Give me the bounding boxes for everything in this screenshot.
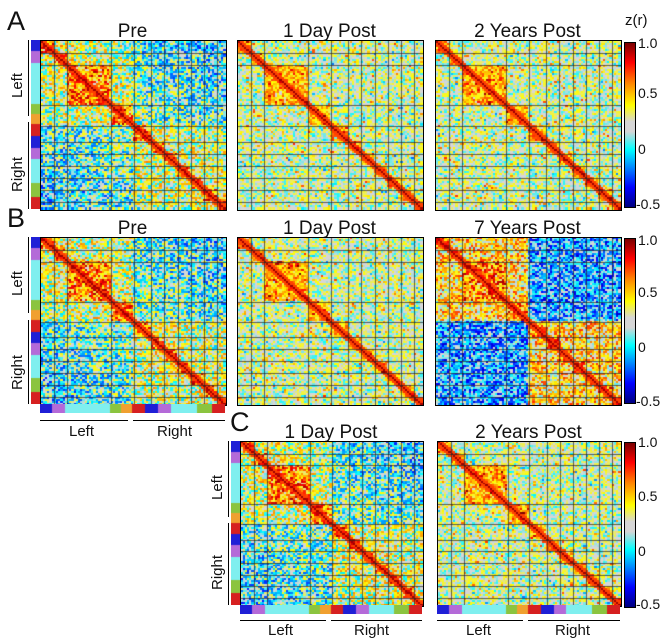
panel-a-row-label-right: Right xyxy=(9,156,26,192)
colorbar-b xyxy=(624,238,636,404)
panel-c-matrix-2-title: 2 Years Post xyxy=(475,422,582,443)
panel-a-matrix-3-title: 2 Years Post xyxy=(474,21,581,42)
colorbar-b-tick-0: 0 xyxy=(638,339,646,355)
panel-a-heatmap-2-years-post xyxy=(435,40,622,211)
panel-a-row-label-left: Left xyxy=(9,72,26,98)
panel-c-2-column-label-left: Left xyxy=(466,622,492,639)
panel-c-row-label-right: Right xyxy=(209,554,226,590)
panel-c-left-bracket xyxy=(228,441,229,517)
panel-c-1-column-label-right: Right xyxy=(354,622,390,639)
panel-a-heatmap-1-day-post xyxy=(237,40,424,211)
panel-c-1-bottom-right-bracket xyxy=(331,620,422,621)
colorbar-b-tick-0-5: 0.5 xyxy=(638,284,658,300)
panel-letter-b: B xyxy=(7,203,26,233)
panel-letter-c: C xyxy=(230,407,250,437)
colorbar-b-tick-1: 1.0 xyxy=(638,232,658,248)
panel-b-network-strip-bottom xyxy=(40,404,225,413)
panel-b-bottom-left-bracket xyxy=(40,420,128,421)
colorbar-a xyxy=(624,42,636,208)
panel-a-right-bracket xyxy=(28,122,29,209)
panel-c-network-strip xyxy=(231,441,240,605)
colorbar-b-tick-neg-0-5: -0.5 xyxy=(636,393,661,409)
colorbar-c-tick-1: 1.0 xyxy=(638,434,658,450)
panel-b-matrix-1-title: Pre xyxy=(117,218,148,239)
panel-a-matrix-1-title: Pre xyxy=(117,21,148,42)
panel-b-heatmap-1-day-post xyxy=(237,237,424,406)
panel-c-2-bottom-left-bracket xyxy=(437,620,523,621)
panel-b-row-label-right: Right xyxy=(9,354,26,390)
panel-b-matrix-3-title: 7 Years Post xyxy=(474,218,581,239)
panel-b-left-bracket xyxy=(28,237,29,313)
panel-b-network-strip xyxy=(31,237,40,404)
panel-b-column-label-right: Right xyxy=(157,423,193,440)
panel-c-heatmap-2-years-post xyxy=(437,441,622,607)
panel-c-network-strip-bottom-1 xyxy=(240,605,422,614)
panel-c-matrix-1-title: 1 Day Post xyxy=(284,422,378,443)
panel-c-1-bottom-left-bracket xyxy=(240,620,326,621)
panel-a-network-strip xyxy=(31,40,40,209)
panel-b-bottom-right-bracket xyxy=(133,420,225,421)
colorbar-a-tick-neg-0-5: -0.5 xyxy=(636,196,661,212)
panel-b-row-label-left: Left xyxy=(9,270,26,296)
panel-b-heatmap-7-years-post xyxy=(435,237,622,406)
panel-c-1-column-label-left: Left xyxy=(268,622,294,639)
colorbar-a-tick-0: 0 xyxy=(638,141,646,157)
colorbar-c xyxy=(624,442,636,608)
panel-c-heatmap-1-day-post xyxy=(240,441,424,607)
panel-c-2-column-label-right: Right xyxy=(555,622,591,639)
panel-a-left-bracket xyxy=(28,40,29,116)
panel-c-2-bottom-right-bracket xyxy=(528,620,620,621)
colorbar-a-tick-1: 1.0 xyxy=(638,35,658,51)
panel-a-heatmap-pre xyxy=(40,40,227,211)
colorbar-a-tick-0-5: 0.5 xyxy=(638,85,658,101)
panel-a-matrix-2-title: 1 Day Post xyxy=(283,21,376,42)
panel-b-column-label-left: Left xyxy=(69,423,95,440)
panel-b-right-bracket xyxy=(28,320,29,404)
panel-b-heatmap-pre xyxy=(40,237,227,406)
panel-letter-a: A xyxy=(7,6,26,36)
colorbar-c-tick-0: 0 xyxy=(638,543,646,559)
colorbar-a-title: z(r) xyxy=(625,12,648,29)
panel-c-right-bracket xyxy=(228,523,229,605)
panel-c-network-strip-bottom-2 xyxy=(437,605,620,614)
panel-c-row-label-left: Left xyxy=(209,474,226,500)
panel-b-matrix-2-title: 1 Day Post xyxy=(283,218,376,239)
colorbar-c-tick-0-5: 0.5 xyxy=(638,488,658,504)
colorbar-c-tick-neg-0-5: -0.5 xyxy=(636,596,661,612)
